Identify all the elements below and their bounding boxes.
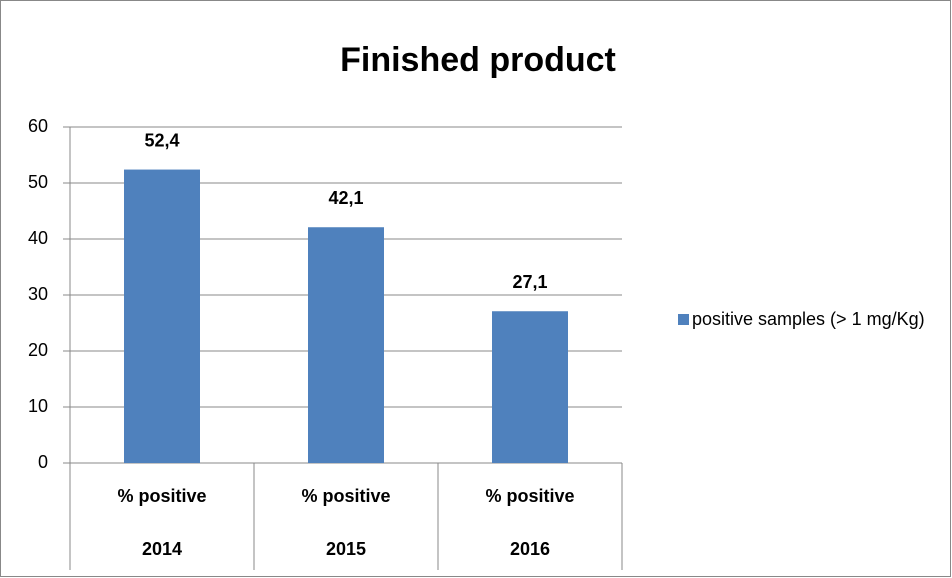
x-tick-label: % positive xyxy=(117,486,206,506)
legend-label: positive samples (> 1 mg/Kg) xyxy=(692,309,925,329)
x-tick-label: % positive xyxy=(301,486,390,506)
x-tick-label: 2015 xyxy=(326,539,366,559)
y-tick-label: 30 xyxy=(28,284,48,304)
bar xyxy=(124,169,200,463)
y-tick-label: 40 xyxy=(28,228,48,248)
legend: positive samples (> 1 mg/Kg) xyxy=(678,306,932,332)
value-label: 27,1 xyxy=(512,272,547,292)
y-tick-label: 20 xyxy=(28,340,48,360)
legend-swatch xyxy=(678,314,689,325)
x-tick-label: % positive xyxy=(485,486,574,506)
chart-title: Finished product xyxy=(340,41,616,79)
bar xyxy=(492,311,568,463)
bar xyxy=(308,227,384,463)
y-tick-label: 10 xyxy=(28,396,48,416)
x-tick-label: 2014 xyxy=(142,539,182,559)
value-label: 52,4 xyxy=(144,130,179,150)
x-tick-label: 2016 xyxy=(510,539,550,559)
y-tick-label: 60 xyxy=(28,116,48,136)
y-tick-label: 50 xyxy=(28,172,48,192)
y-tick-label: 0 xyxy=(38,452,48,472)
value-label: 42,1 xyxy=(328,188,363,208)
legend-item: positive samples (> 1 mg/Kg) xyxy=(678,306,932,332)
